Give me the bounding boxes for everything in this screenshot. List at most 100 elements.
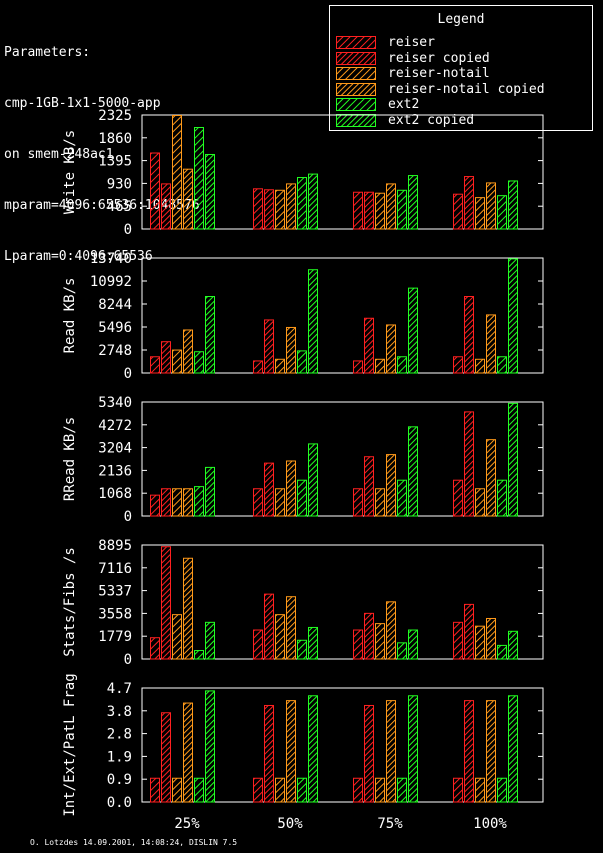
y-tick-label: 7116: [98, 561, 132, 577]
bar: [375, 623, 385, 660]
bar: [475, 197, 485, 230]
x-tick-label: 25%: [174, 816, 200, 832]
y-tick-label: 0.9: [107, 772, 132, 788]
bar: [453, 479, 463, 517]
bar: [275, 777, 285, 803]
bar: [464, 295, 474, 374]
bar: [386, 183, 396, 230]
bar: [408, 695, 418, 803]
y-tick-label: 2748: [98, 343, 132, 359]
bar: [183, 168, 193, 230]
chart-panel: 0.0 0.9 1.9 2.8 3.8 4.7 Int/Ext/PatL Frag 25% 50…: [62, 673, 544, 832]
bar: [253, 629, 263, 660]
bar: [150, 494, 160, 517]
bar: [375, 358, 385, 374]
y-tick-label: 1068: [98, 486, 132, 502]
bar: [453, 193, 463, 230]
chart-panel: 0 465 930 1395 1860 2325 Write KB/s: [62, 108, 544, 238]
bar: [353, 191, 363, 230]
bar: [486, 617, 496, 660]
bar: [172, 777, 182, 803]
bar: [194, 650, 204, 660]
bar: [486, 314, 496, 374]
y-tick-label: 8895: [98, 538, 132, 554]
legend-swatch: [336, 36, 376, 49]
y-axis-label: Read KB/s: [62, 278, 78, 354]
bar: [508, 630, 518, 660]
footer-credit: O. Lotzdes 14.09.2001, 14:08:24, DISLIN …: [30, 838, 238, 847]
legend-label: reiser copied: [388, 50, 490, 66]
plot-frame: [141, 544, 544, 660]
bar: [508, 258, 518, 374]
bar: [194, 127, 204, 230]
bar: [364, 612, 374, 660]
bar: [408, 629, 418, 660]
chart-panel: 0 1068 2136 3204 4272 5340 RRead KB/s: [62, 395, 544, 525]
bar: [150, 152, 160, 230]
bar: [408, 287, 418, 374]
y-tick-label: 5337: [98, 584, 132, 600]
bar: [264, 189, 274, 230]
bar: [508, 402, 518, 517]
bar: [353, 629, 363, 660]
legend-label: ext2 copied: [388, 112, 475, 128]
bar: [353, 488, 363, 517]
bar: [150, 637, 160, 660]
bar: [308, 269, 318, 374]
bar: [286, 596, 296, 660]
bar: [194, 351, 204, 374]
y-tick-label: 1.9: [107, 749, 132, 765]
bar: [264, 462, 274, 517]
bar: [308, 626, 318, 660]
bar: [364, 456, 374, 517]
bar: [497, 777, 507, 803]
bar: [297, 639, 307, 660]
bar: [308, 173, 318, 230]
y-axis-label: RRead KB/s: [62, 417, 78, 501]
bar: [150, 777, 160, 803]
y-tick-label: 1779: [98, 629, 132, 645]
bar: [486, 700, 496, 803]
legend-swatch: [336, 113, 376, 127]
y-axis-label: Stats/Fibs /s: [62, 547, 78, 657]
y-tick-label: 3558: [98, 606, 132, 622]
x-tick-label: 100%: [473, 816, 507, 832]
bar: [453, 356, 463, 374]
param-line: Parameters:: [4, 45, 91, 60]
y-tick-label: 5496: [98, 320, 132, 336]
plot-frame: [141, 401, 544, 517]
bar: [286, 700, 296, 803]
bar: [275, 488, 285, 517]
bar: [508, 695, 518, 803]
bar: [264, 319, 274, 374]
bar: [486, 182, 496, 230]
legend-label: reiser-notail copied: [388, 81, 545, 97]
bar: [161, 183, 171, 230]
y-tick-label: 5340: [98, 395, 132, 411]
y-tick-label: 3204: [98, 441, 132, 457]
bar: [161, 712, 171, 803]
bar: [183, 702, 193, 803]
bar: [397, 642, 407, 660]
bar: [297, 479, 307, 517]
legend-swatch: [336, 82, 376, 96]
legend-label: reiser: [388, 35, 435, 50]
bar: [205, 295, 215, 374]
bar: [205, 153, 215, 230]
legend-title: Legend: [437, 12, 485, 27]
y-tick-label: 1860: [98, 131, 132, 147]
y-tick-label: 0: [124, 652, 132, 668]
y-tick-label: 0: [124, 366, 132, 382]
bar: [205, 466, 215, 517]
y-tick-label: 930: [107, 176, 132, 192]
bar: [497, 195, 507, 230]
y-tick-label: 0: [124, 509, 132, 525]
bar: [150, 356, 160, 374]
bar: [408, 426, 418, 517]
bar: [397, 479, 407, 517]
bar: [497, 356, 507, 374]
bar: [253, 188, 263, 230]
bar: [364, 191, 374, 230]
bar: [183, 488, 193, 517]
bar: [475, 488, 485, 517]
